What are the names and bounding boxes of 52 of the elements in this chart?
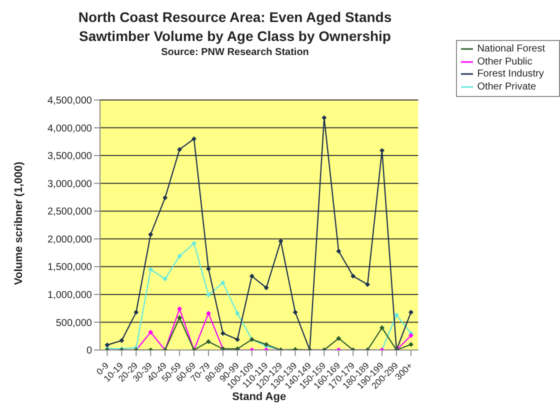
point [206,292,211,298]
legend-label: Forest Industry [477,68,544,80]
point [206,339,211,344]
y-tick-label: 0 [86,346,92,357]
y-tick-label: 500,000 [56,318,92,329]
point [292,310,298,315]
y-tick-label: 2,500,000 [48,206,92,218]
x-axis-title: Stand Age [232,391,286,403]
point [234,336,240,342]
y-tick-label: 1,500,000 [48,262,92,274]
legend-label: Other Public [477,56,532,68]
point [408,333,414,338]
point [162,276,168,282]
point [249,274,254,279]
legend-label: Other Private [477,82,536,93]
y-tick-label: 3,000,000 [48,178,92,190]
point [192,240,197,246]
point [148,266,154,272]
point [336,336,342,341]
point [220,330,226,336]
chart-subtitle: Source: PNW Research Station [160,46,310,60]
y-tick-label: 2,000,000 [48,234,92,246]
point [192,136,197,142]
point [148,330,154,335]
point [177,315,182,320]
point [148,232,154,237]
point [177,306,182,312]
point [380,325,385,330]
point [234,310,240,316]
point [177,254,182,259]
point [408,310,414,315]
point [365,282,370,287]
point [177,146,182,152]
point [206,266,211,272]
point [162,195,168,200]
point [134,310,139,315]
point [264,285,269,290]
point [119,338,124,344]
point [394,312,399,318]
point [350,274,356,279]
y-tick-label: 4,500,000 [48,96,92,107]
chart-title: North Coast Resource Area: Even Aged Stands Sawtimber Volume by Age Class by Ownership [77,8,393,46]
point [104,342,110,348]
y-tick-label: 1,000,000 [48,290,92,301]
legend-label: National Forest [477,44,545,55]
point [220,280,226,286]
y-axis-title: Volume scribner (1,000) [12,161,25,285]
point [336,248,342,254]
point [408,342,414,347]
y-tick-label: 4,000,000 [48,123,92,134]
y-tick-label: 3,500,000 [48,151,92,162]
point [206,310,211,316]
